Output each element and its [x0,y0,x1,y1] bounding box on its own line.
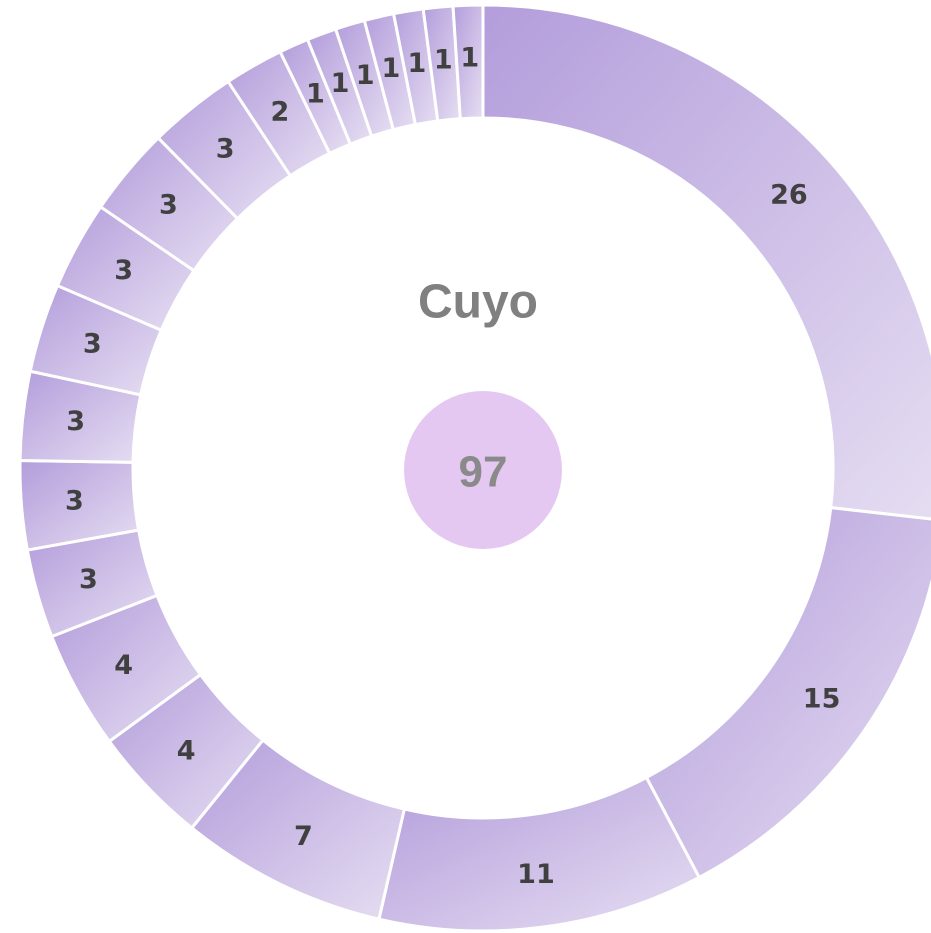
data-label: 3 [114,255,133,286]
data-label: 1 [434,44,453,75]
data-label: 3 [79,564,98,595]
data-label: 11 [517,859,555,890]
donut-segment [644,505,931,880]
ring [18,3,931,933]
data-label: 7 [294,821,313,852]
data-label: 3 [66,406,85,437]
donut-segment [451,3,485,121]
data-label: 1 [381,53,400,84]
data-label: 2 [271,96,290,127]
data-label: 3 [216,134,235,165]
data-label: 3 [65,486,84,517]
total-label: 97 [459,448,508,497]
center-circle [404,391,562,549]
data-label: 1 [331,68,350,99]
data-label: 1 [306,78,325,109]
data-label: 3 [83,328,102,359]
data-label: 3 [159,190,178,221]
chart-title: Cuyo [418,276,538,329]
data-label: 1 [407,48,426,79]
data-label: 4 [177,735,196,766]
data-label: 26 [770,179,808,210]
data-label: 4 [114,650,133,681]
data-label: 1 [356,60,375,91]
data-label: 15 [803,684,841,715]
data-label: 1 [460,43,479,74]
donut-segment [377,775,702,933]
donut-segment [481,3,931,521]
